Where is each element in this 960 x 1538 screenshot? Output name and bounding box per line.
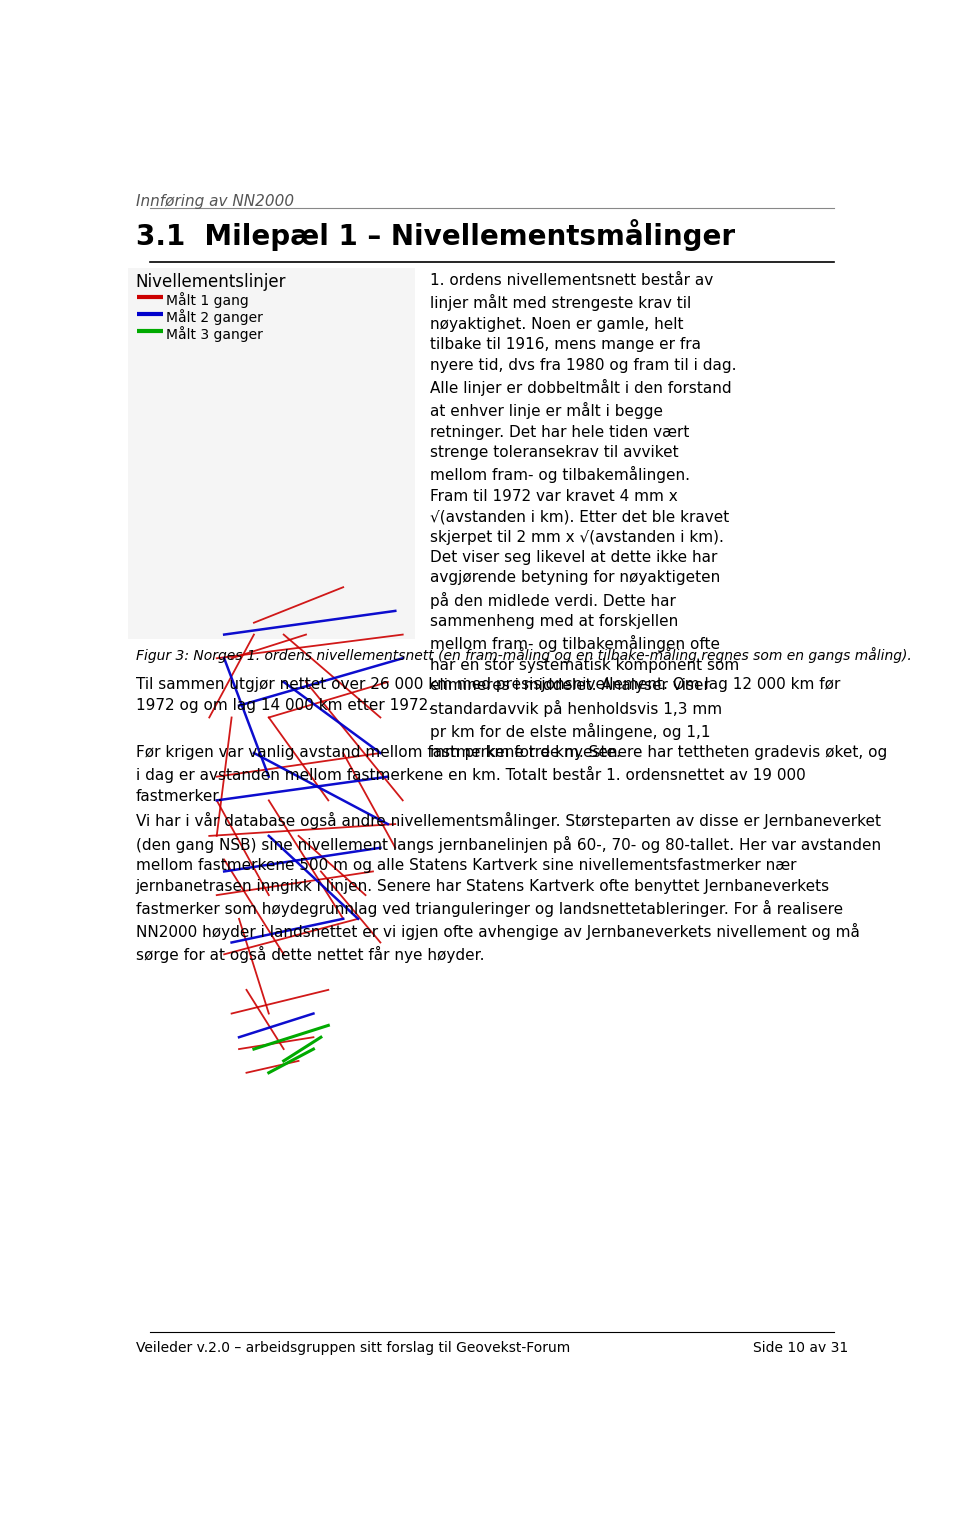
Text: Målt 2 ganger: Målt 2 ganger bbox=[166, 309, 263, 325]
Text: Innføring av NN2000: Innføring av NN2000 bbox=[135, 194, 294, 209]
Text: Målt 1 gang: Målt 1 gang bbox=[166, 292, 250, 308]
Text: Veileder v.2.0 – arbeidsgruppen sitt forslag til Geovekst-Forum: Veileder v.2.0 – arbeidsgruppen sitt for… bbox=[135, 1341, 569, 1355]
Text: Figur 3: Norges 1. ordens nivellementsnett (en fram-måling og en tilbake-måling : Figur 3: Norges 1. ordens nivellementsne… bbox=[135, 646, 911, 663]
Text: Side 10 av 31: Side 10 av 31 bbox=[754, 1341, 849, 1355]
Text: 3.1  Milepæl 1 – Nivellementsmålinger: 3.1 Milepæl 1 – Nivellementsmålinger bbox=[135, 220, 734, 251]
Text: Målt 3 ganger: Målt 3 ganger bbox=[166, 326, 263, 341]
Text: 1. ordens nivellementsnett består av
linjer målt med strengeste krav til
nøyakti: 1. ordens nivellementsnett består av lin… bbox=[430, 274, 739, 760]
Text: Nivellementslinjer: Nivellementslinjer bbox=[135, 274, 286, 291]
Text: Vi har i vår database også andre nivellementsmålinger. Størsteparten av disse er: Vi har i vår database også andre nivelle… bbox=[135, 812, 880, 963]
Text: Til sammen utgjør nettet over 26 000 km med presisjonsnivellement. Om lag 12 000: Til sammen utgjør nettet over 26 000 km … bbox=[135, 677, 840, 712]
Text: Før krigen var vanlig avstand mellom fastmerkene tre km. Senere har tettheten gr: Før krigen var vanlig avstand mellom fas… bbox=[135, 744, 887, 803]
Bar bbox=[128, 268, 415, 638]
